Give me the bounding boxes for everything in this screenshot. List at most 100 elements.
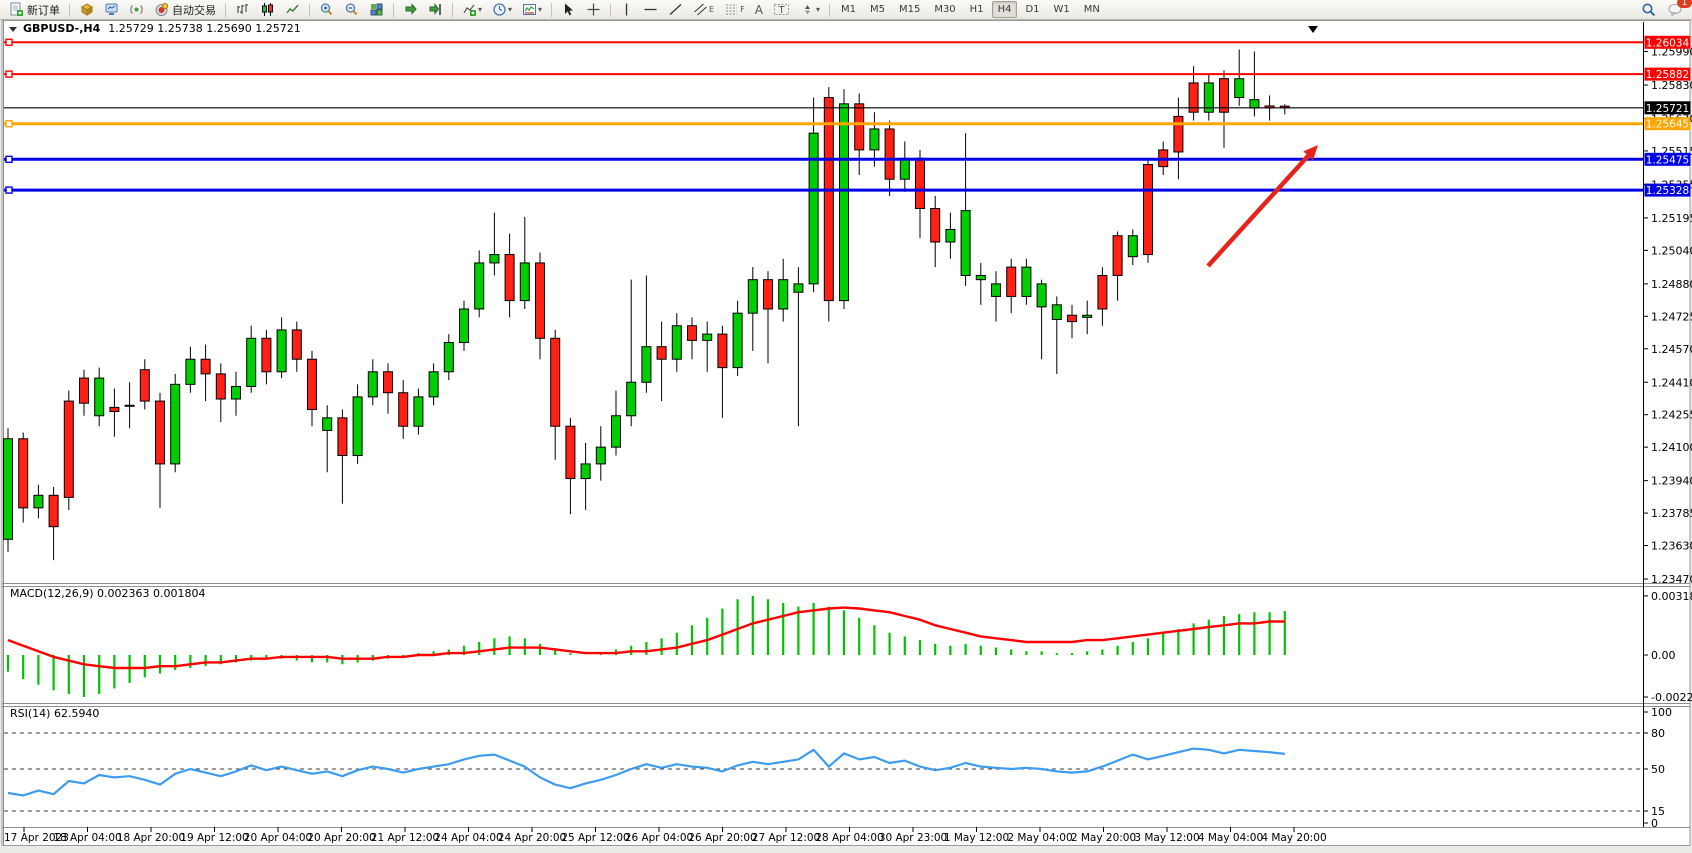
market-watch-button[interactable] <box>100 0 123 19</box>
candle <box>656 321 667 402</box>
candle <box>854 93 865 176</box>
bar-chart-mode-button[interactable] <box>231 0 254 19</box>
search-button[interactable] <box>1637 0 1661 19</box>
time-tick-label[interactable]: 26 Apr 04:00 <box>625 832 693 844</box>
periods-button[interactable]: ▾ <box>488 0 516 19</box>
candle-body-up <box>352 396 363 457</box>
templates-button[interactable]: ▾ <box>518 0 546 19</box>
indicators-button[interactable]: ▾ <box>458 0 486 19</box>
candle <box>869 112 880 167</box>
timeframe-MN[interactable]: MN <box>1083 4 1100 15</box>
profiles-button[interactable] <box>75 0 98 19</box>
auto-scroll-button[interactable] <box>399 0 422 19</box>
trend-arrow[interactable] <box>1206 145 1318 268</box>
fibonacci-icon <box>724 2 739 17</box>
time-tick-label[interactable]: 4 May 04:00 <box>1198 832 1263 844</box>
time-tick-label[interactable]: 18 Apr 04:00 <box>53 832 121 844</box>
time-tick-label[interactable]: 17 Apr 2023 <box>4 832 69 844</box>
time-tick-label[interactable]: 19 Apr 12:00 <box>180 832 248 844</box>
trendline-tool[interactable] <box>664 0 687 19</box>
vertical-line-tool[interactable] <box>616 0 637 19</box>
new-order-button[interactable]: 新订单 <box>5 0 64 19</box>
candle <box>975 262 986 305</box>
time-tick-label[interactable]: 27 Apr 12:00 <box>752 832 820 844</box>
line-handle[interactable] <box>5 186 13 194</box>
macd-tick-label: -0.00226 <box>1651 691 1692 704</box>
timeframe-H1[interactable]: H1 <box>969 4 984 15</box>
time-tick-label[interactable]: 30 Apr 23:00 <box>879 832 947 844</box>
time-tick-label[interactable]: 24 Apr 04:00 <box>434 832 502 844</box>
time-tick-label[interactable]: 3 May 12:00 <box>1134 832 1199 844</box>
price-tick-label: 1.24410 <box>1651 376 1692 389</box>
time-tick-label[interactable]: 4 May 20:00 <box>1261 832 1326 844</box>
zoom-out-button[interactable] <box>340 0 363 19</box>
horizontal-line-tool[interactable] <box>639 0 662 19</box>
timeframe-M15[interactable]: M15 <box>898 4 921 15</box>
tile-windows-button[interactable] <box>365 0 388 19</box>
candle <box>79 369 89 416</box>
price-marker-label: 1.25328 <box>1646 185 1689 197</box>
time-tick-label[interactable]: 21 Apr 12:00 <box>371 832 439 844</box>
line-handle[interactable] <box>5 155 13 164</box>
shapes-tool[interactable]: ▾ <box>796 0 824 19</box>
crosshair-button[interactable] <box>582 0 605 19</box>
line-handle[interactable] <box>5 70 13 78</box>
channel-tool[interactable]: E <box>689 0 718 19</box>
time-tick-label[interactable]: 18 Apr 20:00 <box>117 832 185 844</box>
line-chart-mode-button[interactable] <box>281 0 304 19</box>
candle <box>1051 296 1062 374</box>
cursor-button[interactable] <box>557 0 580 19</box>
candle-body-up <box>975 274 986 281</box>
timeframe-W1[interactable]: W1 <box>1053 4 1070 15</box>
candle <box>383 363 393 414</box>
candle <box>763 271 773 364</box>
zoom-in-button[interactable] <box>315 0 338 19</box>
candle-chart-mode-button[interactable] <box>256 0 279 19</box>
time-tick-label[interactable]: 20 Apr 04:00 <box>244 832 312 844</box>
chart-dropdown-icon[interactable] <box>9 27 17 32</box>
notifications-button[interactable]: 1 <box>1663 0 1692 19</box>
time-tick-label[interactable]: 2 May 04:00 <box>1007 832 1072 844</box>
profile-cube-icon <box>79 2 94 17</box>
candle-body-down <box>200 358 211 375</box>
candle-body-up <box>991 283 1001 297</box>
price-marker-box <box>1644 117 1691 131</box>
chart-shift-button[interactable] <box>424 0 447 19</box>
candle-body-down <box>337 417 348 457</box>
autotrade-button[interactable]: 自动交易 <box>150 0 220 19</box>
timeframe-M1[interactable]: M1 <box>840 4 856 15</box>
time-tick-label[interactable]: 24 Apr 20:00 <box>498 832 566 844</box>
timeframe-H4[interactable]: H4 <box>991 1 1018 18</box>
candle-body-up <box>595 446 606 465</box>
candle-body-up <box>793 283 804 293</box>
time-tick-label[interactable]: 28 Apr 04:00 <box>815 832 883 844</box>
timeframe-D1[interactable]: D1 <box>1025 4 1040 15</box>
candle <box>200 344 211 402</box>
time-tick-label[interactable]: 2 May 20:00 <box>1071 832 1136 844</box>
text-label-tool[interactable]: T <box>769 0 794 19</box>
candle <box>94 367 105 427</box>
time-tick-label[interactable]: 1 May 12:00 <box>944 832 1009 844</box>
candle <box>1219 70 1229 148</box>
line-handle[interactable] <box>5 38 13 46</box>
candle-body-down <box>1173 115 1184 153</box>
text-tool[interactable]: A <box>751 0 767 19</box>
timeframe-M5[interactable]: M5 <box>869 4 885 15</box>
candle-body-down <box>291 329 302 360</box>
line-handle[interactable] <box>5 120 13 128</box>
timeframe-M30[interactable]: M30 <box>934 4 956 15</box>
candle <box>322 405 333 473</box>
candle <box>671 313 682 372</box>
signals-button[interactable] <box>125 0 148 19</box>
price-marker-box <box>1644 35 1691 49</box>
fibonacci-tool[interactable]: F <box>720 0 749 19</box>
candle <box>33 484 44 519</box>
candle <box>778 258 789 322</box>
candle <box>1021 258 1032 305</box>
candle-body-down <box>383 371 393 394</box>
tile-windows-icon <box>369 2 384 17</box>
time-tick-label[interactable]: 25 Apr 12:00 <box>561 832 629 844</box>
time-tick-label[interactable]: 20 Apr 20:00 <box>307 832 375 844</box>
time-tick-label[interactable]: 26 Apr 20:00 <box>688 832 756 844</box>
